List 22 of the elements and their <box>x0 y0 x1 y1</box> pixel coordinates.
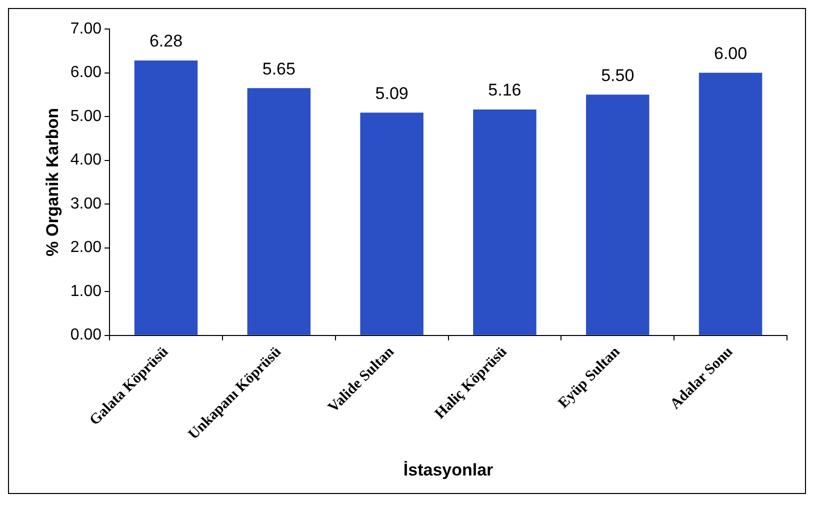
bar <box>360 112 424 335</box>
data-label: 6.28 <box>149 32 183 51</box>
bar <box>586 94 650 335</box>
y-axis-title: % Organik Karbon <box>42 108 62 256</box>
data-label: 5.65 <box>262 59 296 78</box>
y-tick-label: 6.00 <box>70 64 102 82</box>
bar <box>247 88 311 335</box>
data-label: 5.16 <box>488 80 522 100</box>
y-tick-label: 2.00 <box>70 239 102 256</box>
data-label: 5.50 <box>601 66 634 85</box>
data-label: 6.00 <box>714 44 748 63</box>
x-axis-title: İstasyonlar <box>403 460 494 480</box>
y-tick-label: 7.00 <box>70 20 102 38</box>
bar <box>698 72 762 335</box>
bar <box>134 60 198 335</box>
y-tick-label: 5.00 <box>70 108 102 125</box>
y-tick-label: 1.00 <box>70 282 102 300</box>
y-tick-label: 3.00 <box>70 195 102 212</box>
data-label: 5.09 <box>375 84 408 103</box>
y-tick-label: 0.00 <box>70 326 102 344</box>
y-tick-label: 4.00 <box>70 152 102 169</box>
bar <box>473 110 536 335</box>
